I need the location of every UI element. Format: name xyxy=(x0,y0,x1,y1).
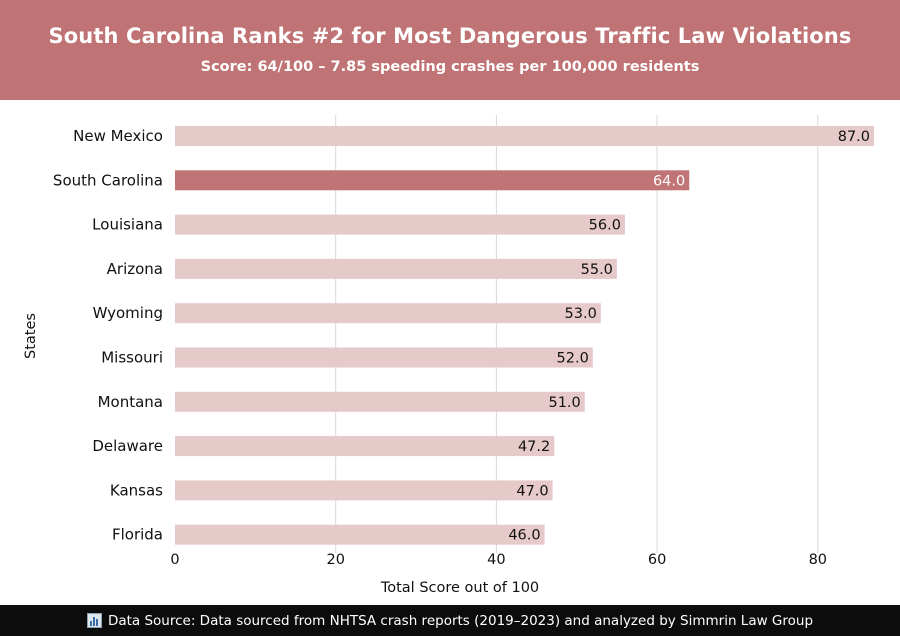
bar-chart-icon xyxy=(86,613,102,628)
y-tick-label: Kansas xyxy=(110,481,163,499)
bar xyxy=(175,480,553,501)
bar-value-label: 46.0 xyxy=(508,528,540,544)
x-tick-labels: 0 20 40 60 80 xyxy=(170,552,827,568)
data-source-text: Data Source: Data sourced from NHTSA cra… xyxy=(107,612,814,629)
y-tick-label: South Carolina xyxy=(53,171,163,189)
y-axis-label: States xyxy=(23,313,39,359)
data-source-footer: Data Source: Data sourced from NHTSA cra… xyxy=(0,605,900,636)
bar-value-label: 47.2 xyxy=(518,439,550,455)
x-tick-label: 20 xyxy=(326,552,344,568)
bar xyxy=(175,126,875,146)
y-tick-label: Arizona xyxy=(107,260,163,278)
bar xyxy=(175,214,625,235)
bar xyxy=(175,524,545,545)
bar xyxy=(175,436,555,457)
chart-subtitle: Score: 64/100 – 7.85 speeding crashes pe… xyxy=(200,59,700,75)
bar xyxy=(175,258,617,279)
bar-chart: 87.0 64.0 56.0 55.0 53.0 52.0 51.0 47.2 47.0 46.0… xyxy=(23,115,875,596)
x-tick-label: 40 xyxy=(487,552,505,568)
y-tick-label: Missouri xyxy=(101,349,163,367)
bar-value-label: 56.0 xyxy=(589,218,621,234)
bar xyxy=(175,347,593,368)
y-tick-label: Florida xyxy=(112,526,163,544)
x-axis-label: Total Score out of 100 xyxy=(380,580,539,596)
y-tick-label: Louisiana xyxy=(92,216,163,234)
bar xyxy=(175,170,690,191)
bar-value-label: 55.0 xyxy=(581,262,613,278)
y-tick-label: Montana xyxy=(98,393,163,411)
y-tick-label: Wyoming xyxy=(93,304,163,322)
bar xyxy=(175,391,585,412)
y-tick-label: New Mexico xyxy=(73,127,163,145)
bar-value-label: 87.0 xyxy=(838,129,870,145)
x-tick-label: 80 xyxy=(809,552,827,568)
y-tick-labels: New Mexico South Carolina Louisiana Arizona… xyxy=(53,127,163,544)
y-tick-label: Delaware xyxy=(92,437,163,455)
bar-value-label: 47.0 xyxy=(516,483,548,499)
x-tick-label: 60 xyxy=(648,552,666,568)
bar xyxy=(175,303,601,324)
chart-header: South Carolina Ranks #2 for Most Dangero… xyxy=(0,0,900,100)
bars: 87.0 64.0 56.0 55.0 53.0 52.0 51.0 47.2 47.0 46.0 xyxy=(175,126,875,545)
bar-value-label: 51.0 xyxy=(548,395,580,411)
x-tick-label: 0 xyxy=(170,552,179,568)
bar-value-label: 64.0 xyxy=(653,173,685,189)
bar-value-label: 53.0 xyxy=(565,306,597,322)
chart-title: South Carolina Ranks #2 for Most Dangero… xyxy=(48,24,852,48)
bar-value-label: 52.0 xyxy=(557,351,589,367)
